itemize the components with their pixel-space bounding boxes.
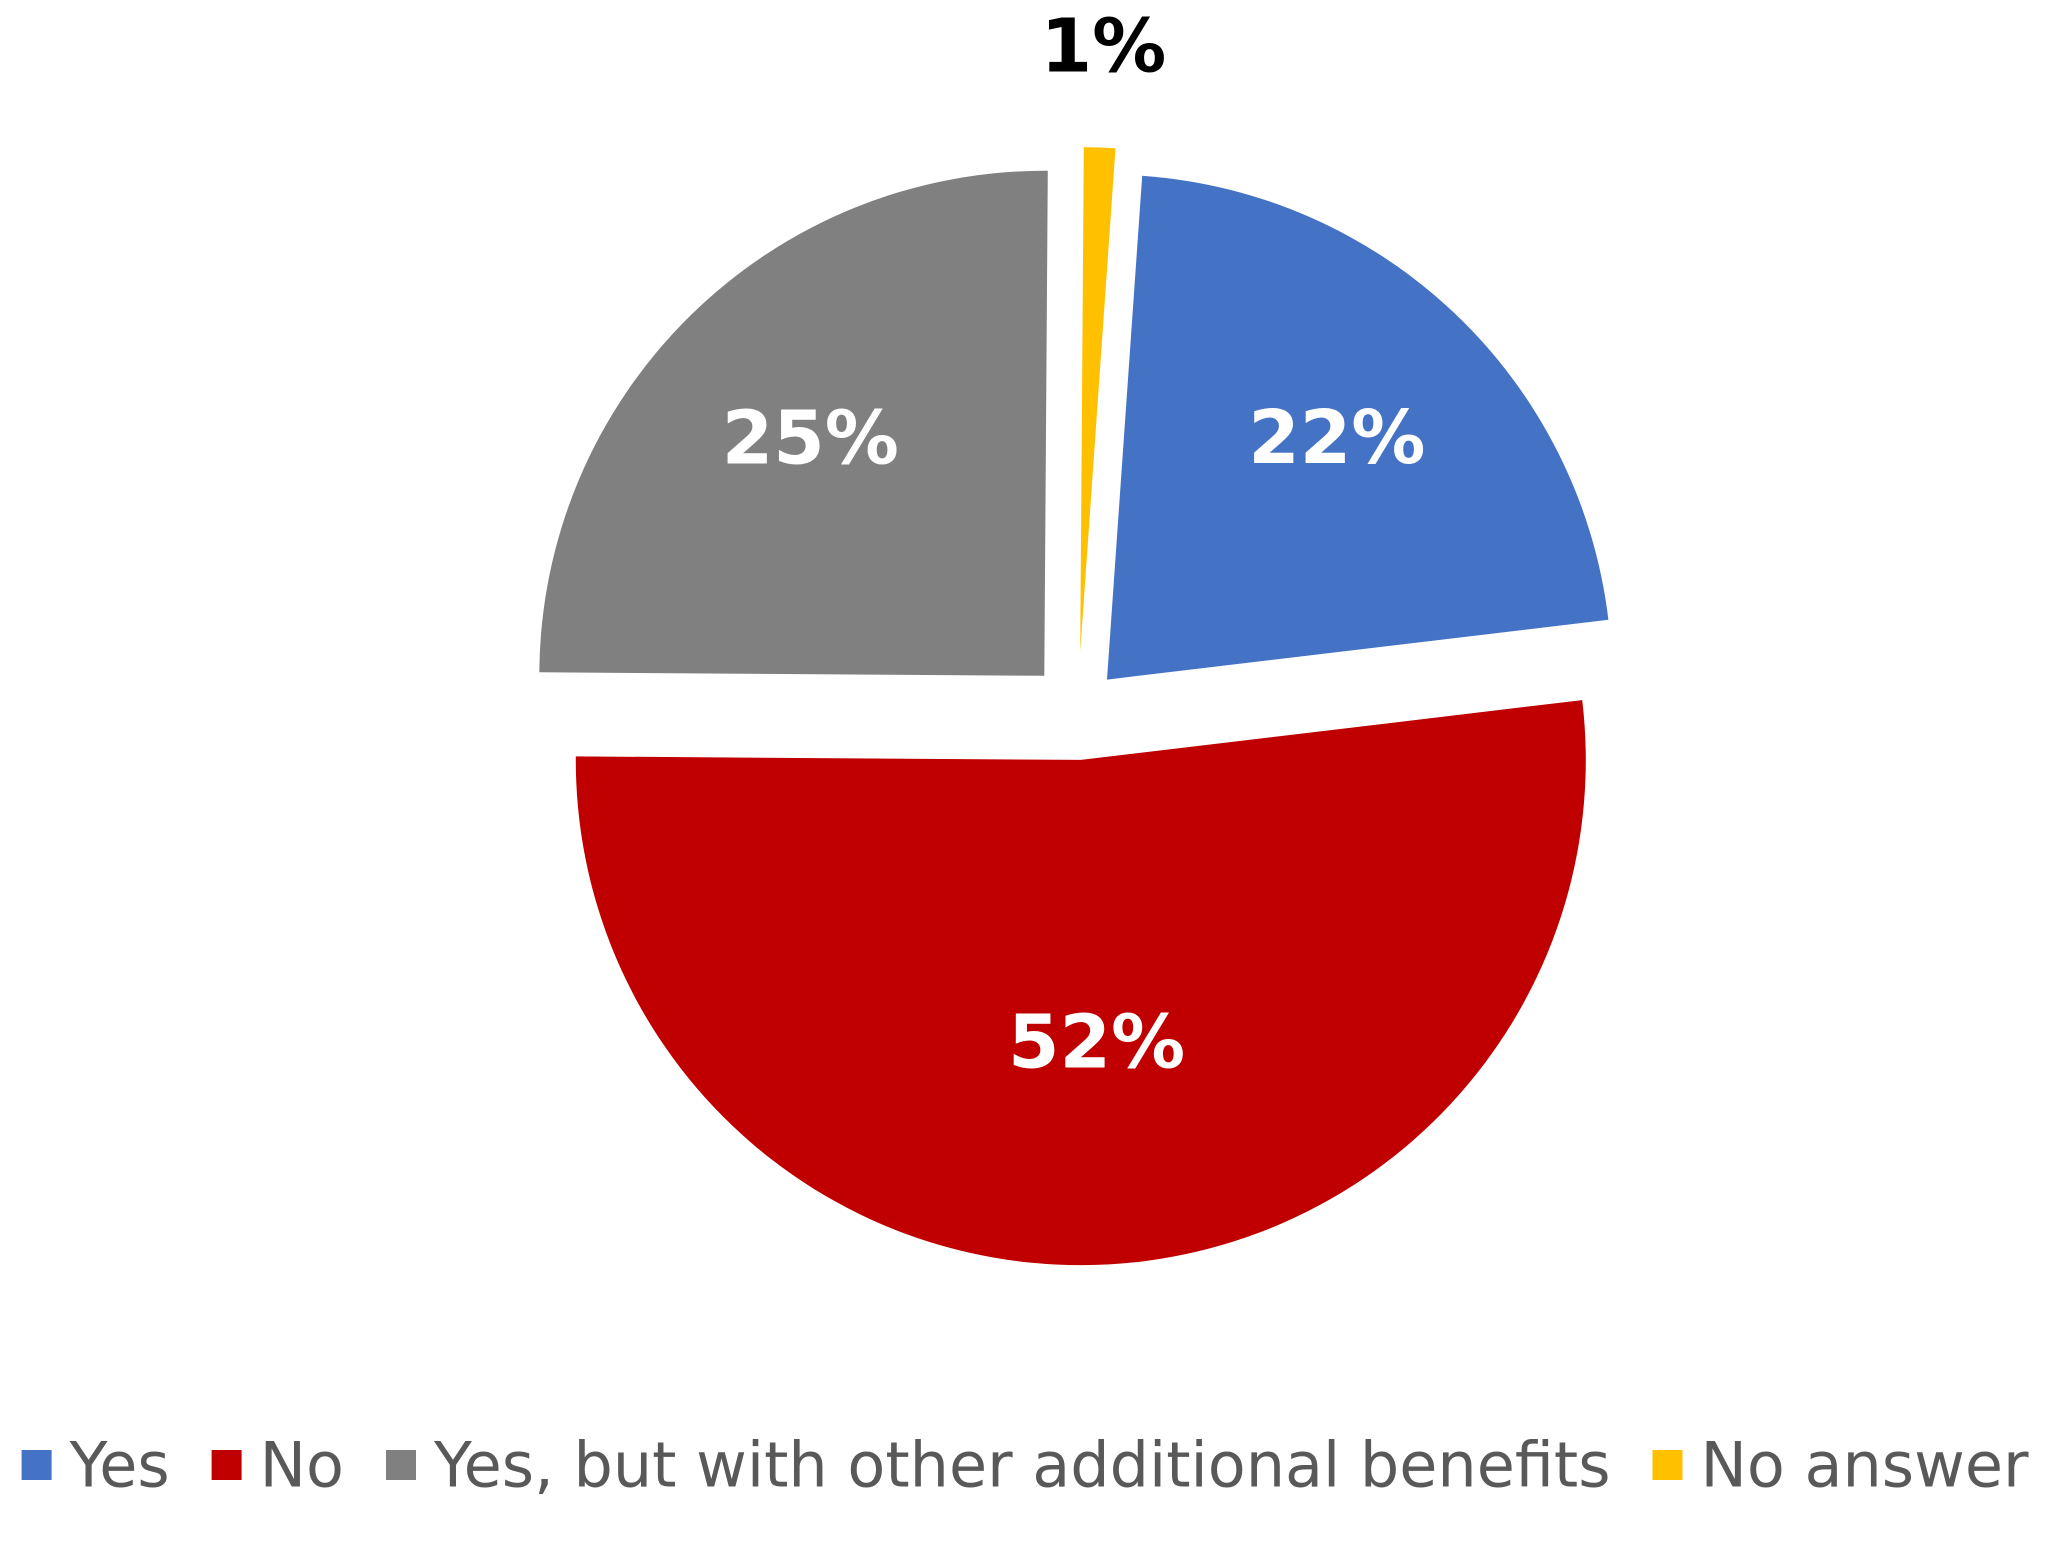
legend-label-no-answer: No answer <box>1701 1429 2029 1502</box>
data-label-no-answer: 1% <box>1041 4 1167 90</box>
pie-slice-no <box>575 700 1586 1266</box>
legend-item-no-answer: No answer <box>1652 1429 2029 1502</box>
pie-slice-yes-but-with-other-additional-benefits <box>539 170 1048 676</box>
legend: Yes No Yes, but with other additional bene… <box>21 1429 2029 1502</box>
legend-label-yes-but-with-other-additional-benefits: Yes, but with other additional benefits <box>433 1429 1611 1502</box>
legend-item-no: No <box>211 1429 344 1502</box>
data-label-no: 52% <box>1008 999 1185 1085</box>
data-label-yes: 22% <box>1248 395 1425 481</box>
pie-slices <box>539 147 1609 1266</box>
data-label-yes-but-with-other-additional-benefits: 25% <box>722 396 899 482</box>
legend-label-no: No <box>260 1429 344 1502</box>
legend-swatch-no-answer <box>1652 1450 1683 1480</box>
legend-item-yes-but-with-other-additional-benefits: Yes, but with other additional benefits <box>386 1429 1611 1502</box>
pie-slice-no-answer <box>1080 147 1116 652</box>
legend-swatch-yes <box>21 1450 52 1480</box>
legend-swatch-no <box>211 1450 242 1480</box>
pie-slice-yes <box>1107 175 1609 680</box>
legend-label-yes: Yes <box>69 1429 170 1502</box>
legend-swatch-yes-but-with-other-additional-benefits <box>386 1450 416 1480</box>
pie-data-labels: 22% 52% 25% 1% <box>722 4 1426 1086</box>
legend-item-yes: Yes <box>21 1429 170 1502</box>
